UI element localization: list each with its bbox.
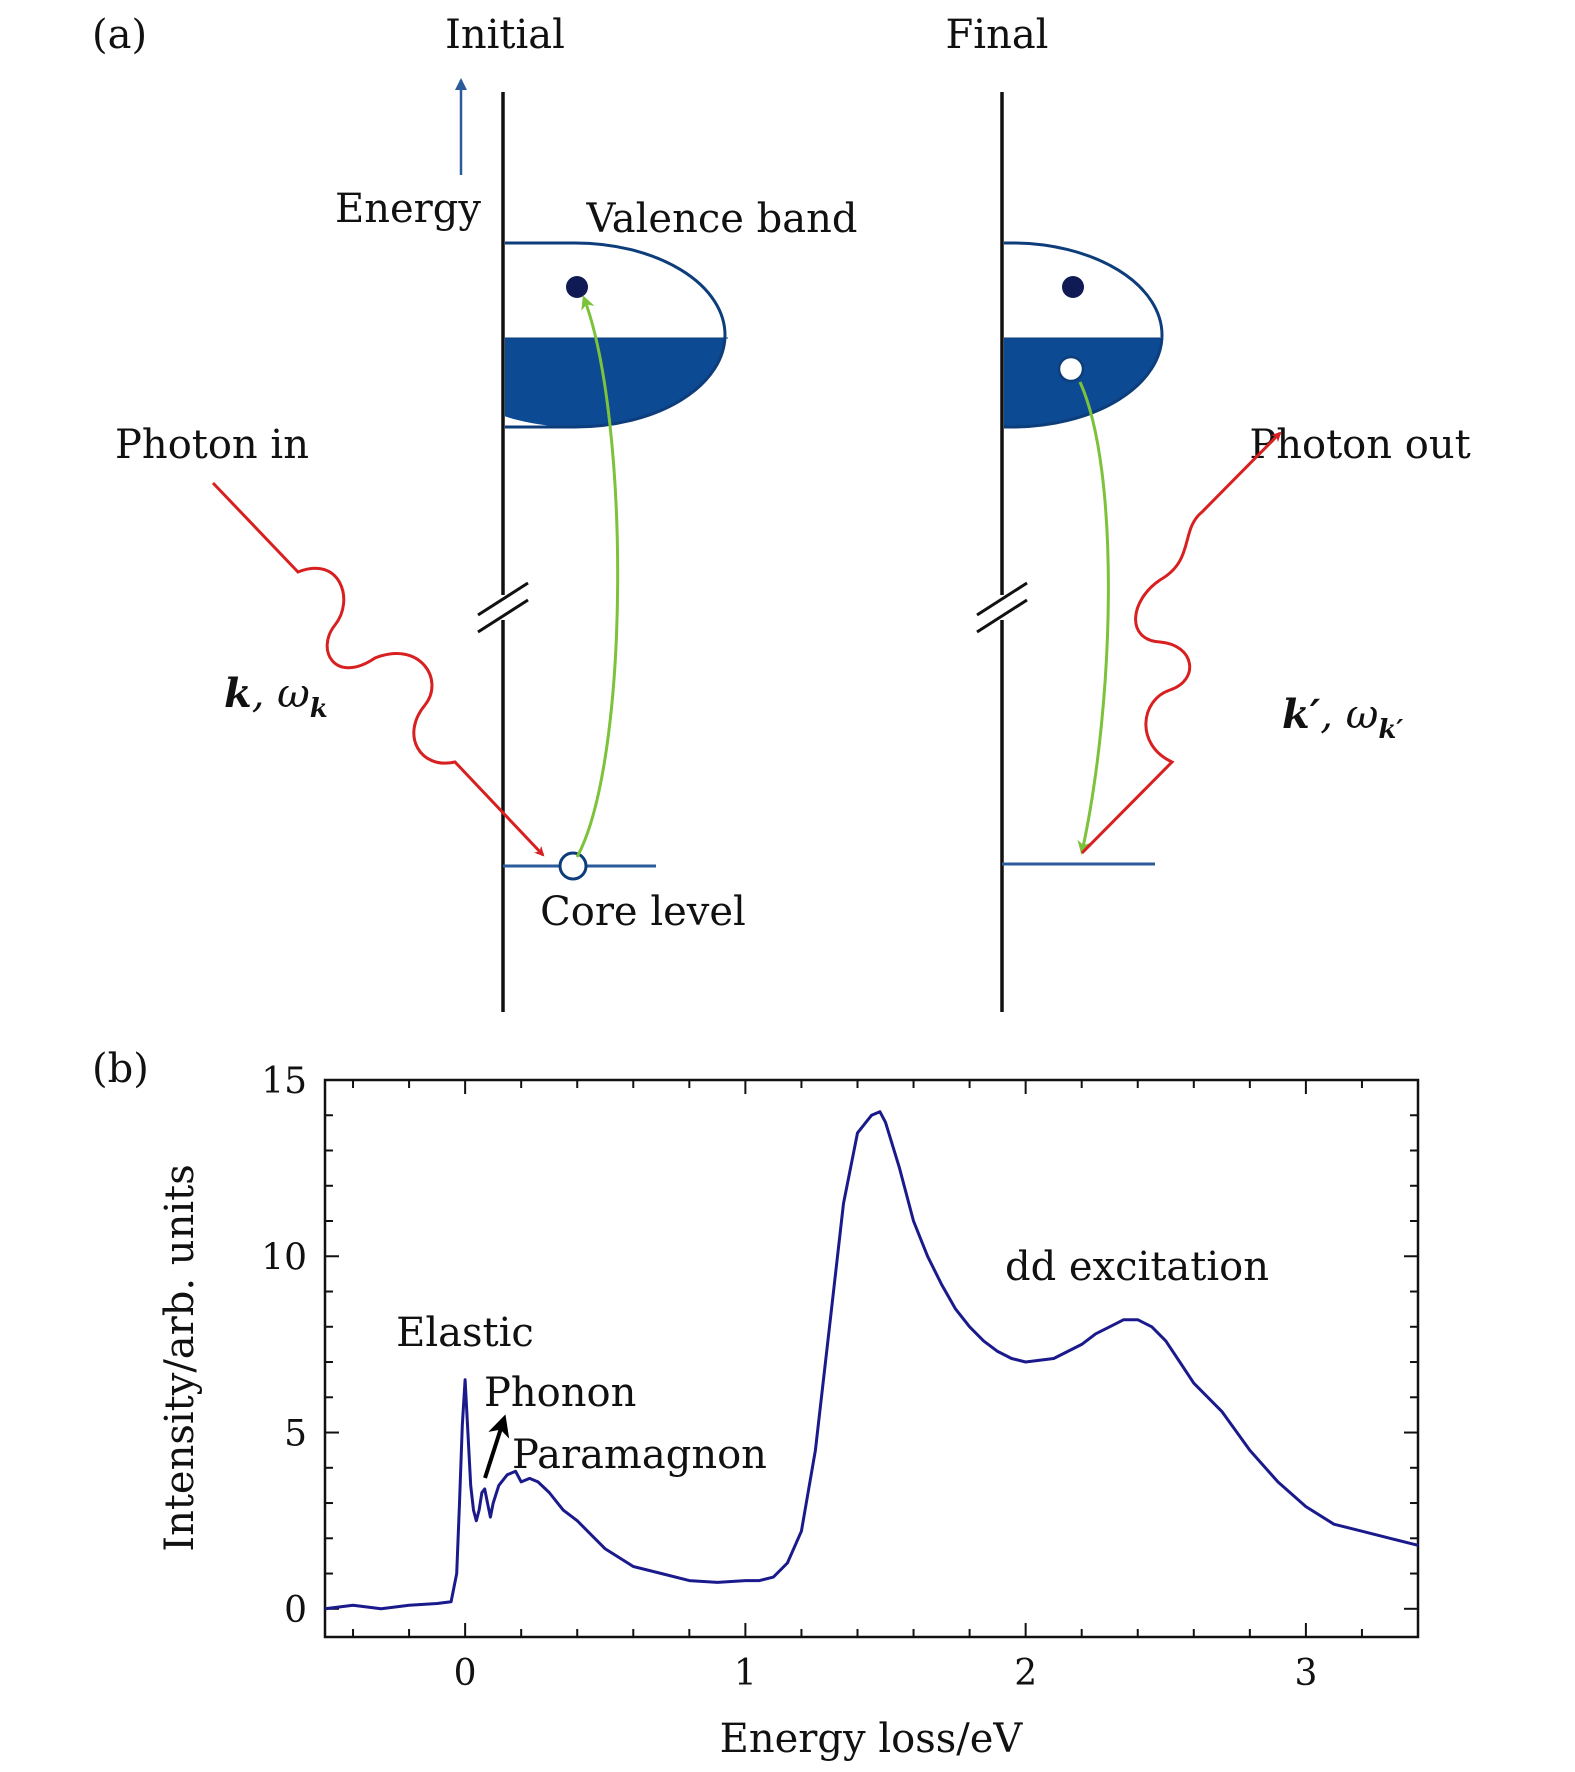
valence-band-label: Valence band bbox=[586, 196, 858, 242]
rixs-spectrum-line bbox=[324, 1110, 1419, 1611]
x-tick-label: 3 bbox=[1294, 1653, 1317, 1694]
initial-title: Initial bbox=[445, 12, 565, 58]
initial-valence-band bbox=[505, 241, 728, 429]
plot-frame bbox=[323, 1078, 1420, 1639]
paramagnon-annotation: Paramagnon bbox=[512, 1432, 767, 1478]
y-tick-label: 15 bbox=[261, 1061, 307, 1102]
x-tick-label: 2 bbox=[1014, 1653, 1037, 1694]
core-hole-circle bbox=[558, 851, 588, 881]
decay-arrow bbox=[1077, 381, 1110, 855]
phonon-annotation: Phonon bbox=[484, 1370, 636, 1416]
axis-tick-labels: 0 1 2 3 0 5 10 15 bbox=[261, 1061, 1317, 1694]
panel-a: (a) Initial Final Energy Valence band Co… bbox=[92, 12, 1471, 1012]
x-tick-label: 1 bbox=[734, 1653, 757, 1694]
x-axis-title: Energy loss/eV bbox=[720, 1716, 1024, 1762]
photon-in-momentum: k, ωk bbox=[224, 670, 328, 724]
photon-out-label: Photon out bbox=[1249, 422, 1470, 468]
y-tick-label: 5 bbox=[284, 1414, 307, 1455]
initial-axis-break bbox=[477, 581, 529, 634]
x-tick-label: 0 bbox=[454, 1653, 477, 1694]
y-tick-label: 10 bbox=[261, 1237, 307, 1278]
panel-b-label: (b) bbox=[92, 1046, 149, 1092]
elastic-annotation: Elastic bbox=[396, 1310, 534, 1356]
core-level-label: Core level bbox=[540, 889, 746, 935]
y-axis-title: Intensity/arb. units bbox=[157, 1164, 203, 1551]
excitation-arrow bbox=[575, 295, 620, 858]
photon-out-momentum: k′, ωk′ bbox=[1282, 691, 1403, 745]
final-hole-circle bbox=[1057, 355, 1085, 383]
final-valence-band bbox=[1004, 241, 1164, 429]
final-electron-dot bbox=[1062, 276, 1084, 298]
photon-in-wave bbox=[211, 481, 545, 857]
dd-excitation-annotation: dd excitation bbox=[1005, 1244, 1269, 1290]
panel-b: (b) 0 1 2 3 0 5 10 15 Energy loss/eV Intensity/… bbox=[92, 1046, 1420, 1762]
energy-label: Energy bbox=[335, 186, 481, 232]
final-axis-break bbox=[976, 581, 1028, 634]
initial-electron-dot bbox=[566, 276, 588, 298]
y-tick-label: 0 bbox=[284, 1590, 307, 1631]
axis-ticks bbox=[325, 1079, 1419, 1637]
photon-in-label: Photon in bbox=[115, 422, 309, 468]
panel-a-label: (a) bbox=[92, 12, 147, 58]
photon-out-wave bbox=[1080, 431, 1282, 855]
final-title: Final bbox=[946, 12, 1049, 58]
phonon-arrow bbox=[483, 1414, 510, 1479]
